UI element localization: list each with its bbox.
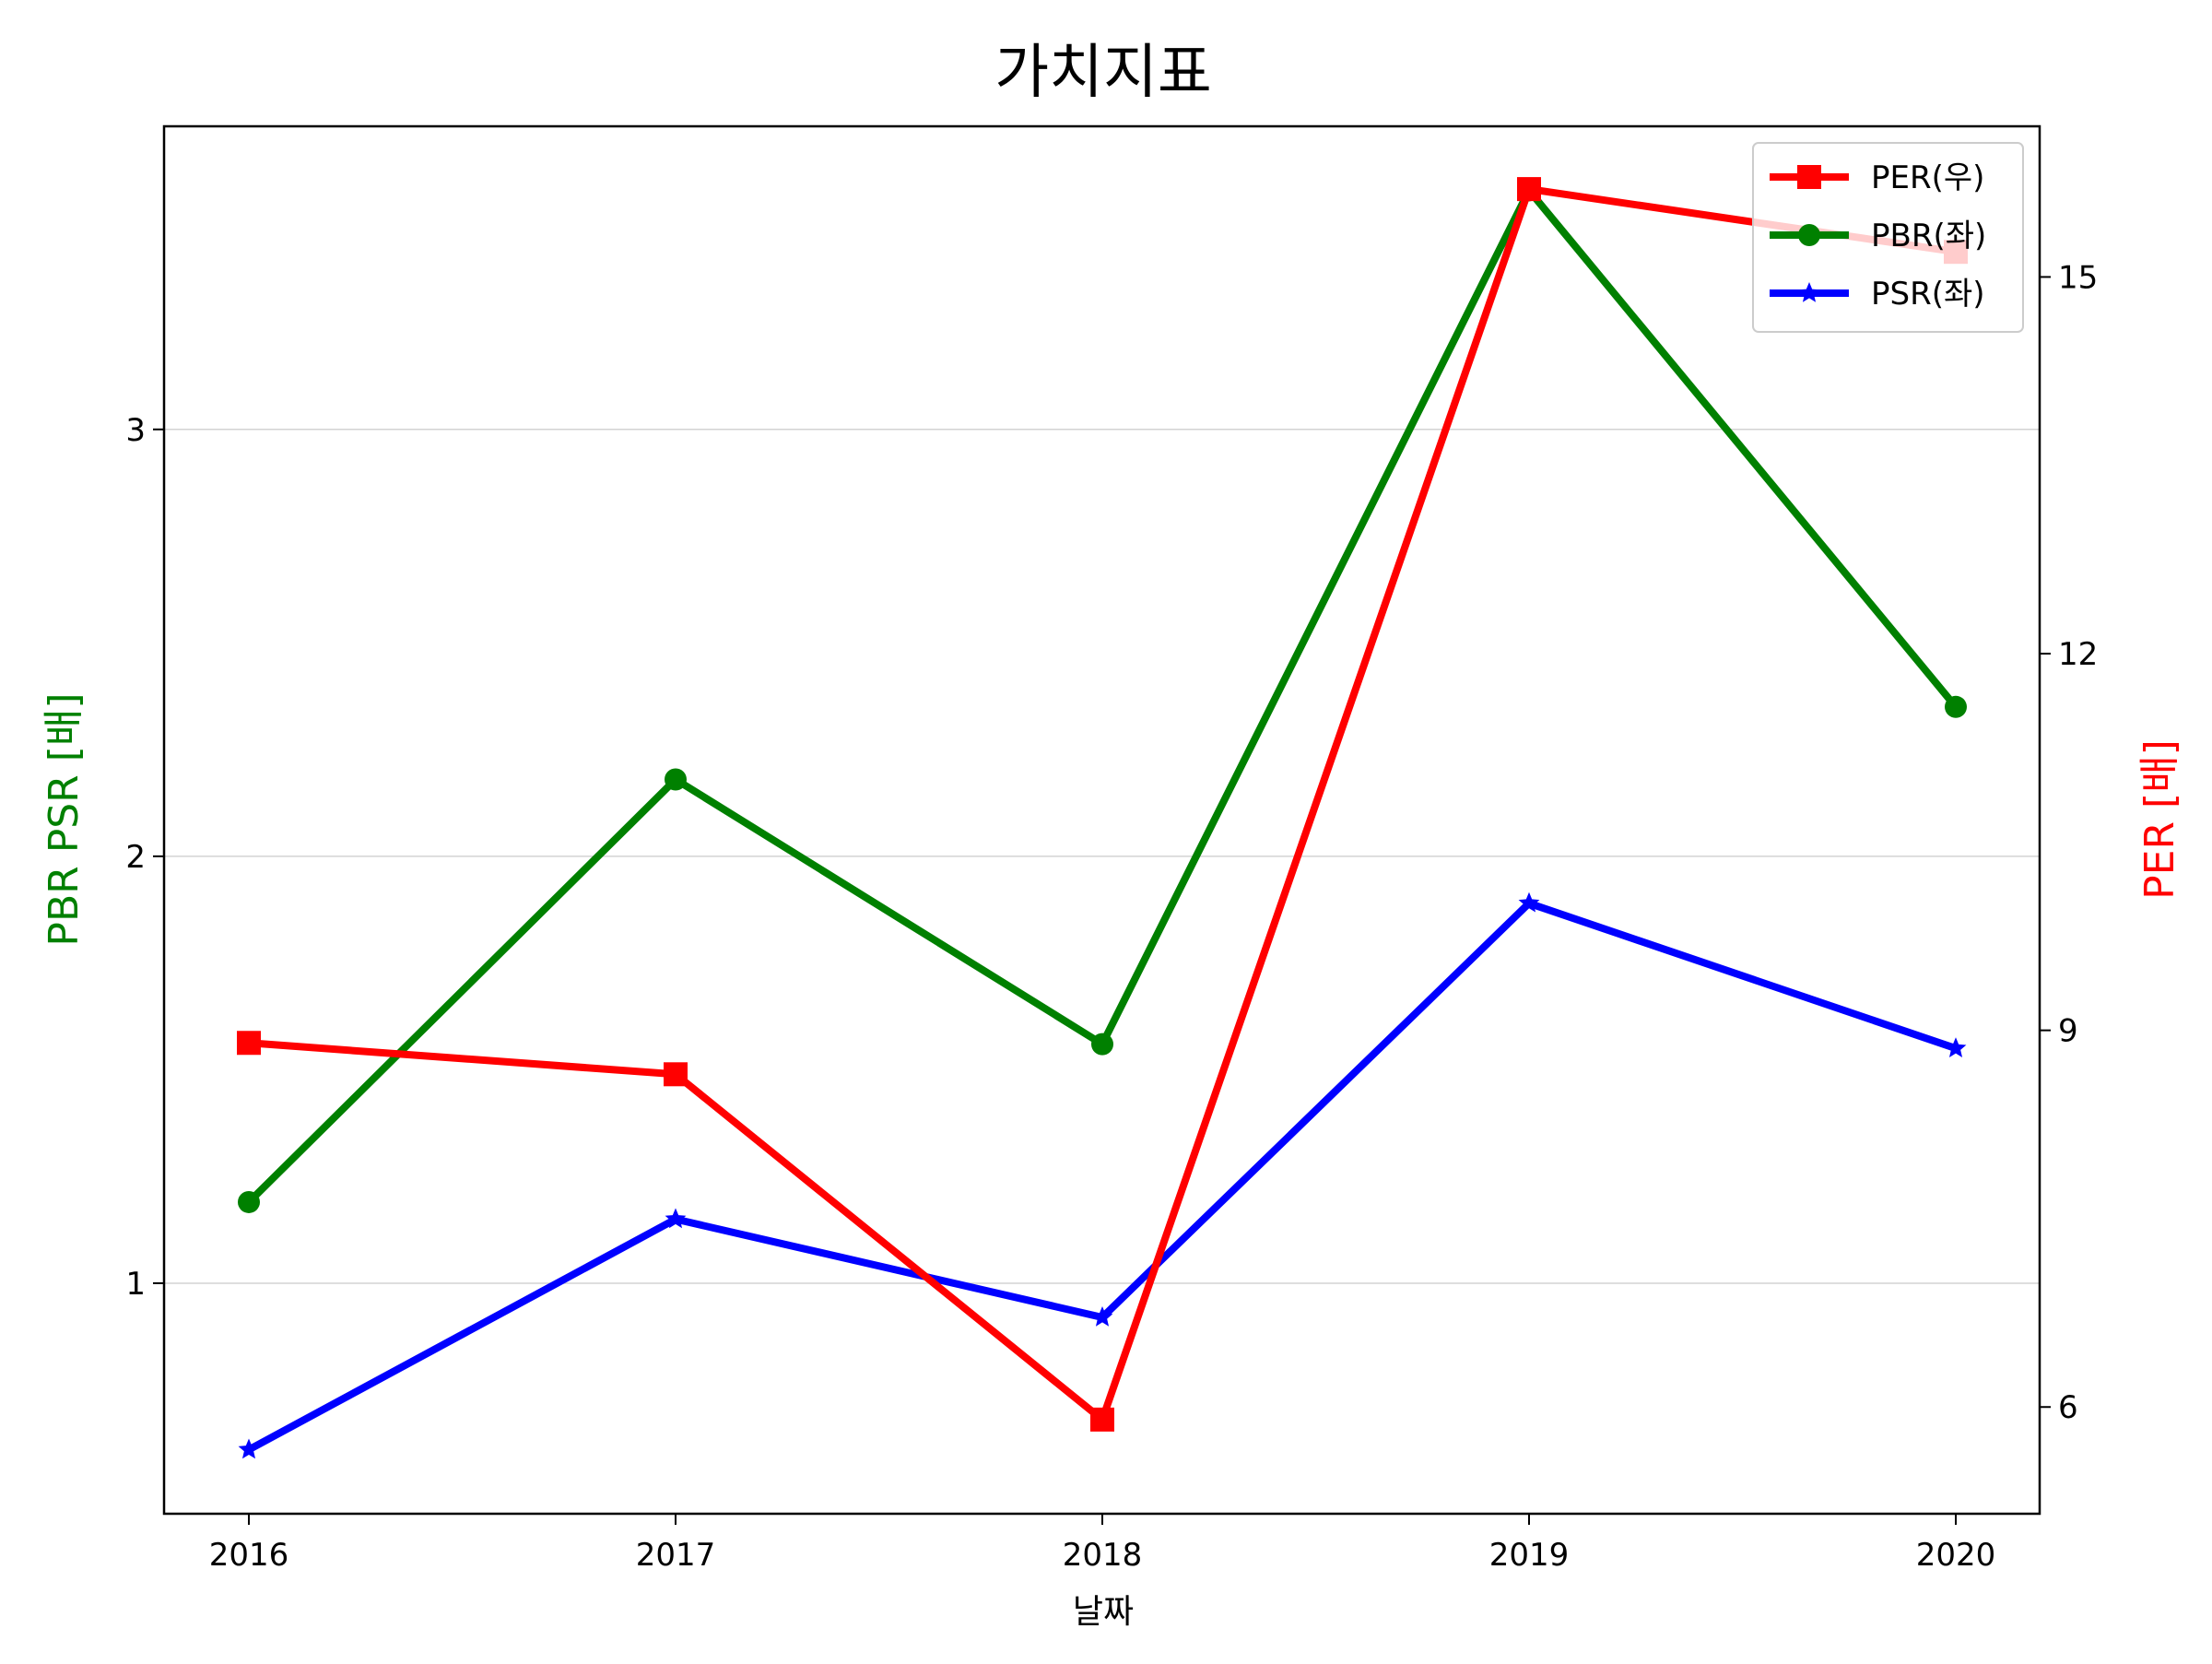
pbr-legend-label: PBR(좌) — [1871, 218, 1986, 254]
x-tick-label: 2018 — [1063, 1537, 1143, 1574]
pbr-marker — [665, 768, 687, 791]
x-tick-label: 2020 — [1916, 1537, 1996, 1574]
x-axis-title: 날짜 — [1073, 1593, 1134, 1631]
x-tick-label: 2017 — [636, 1537, 716, 1574]
psr-series — [238, 891, 1967, 1459]
left-y-axis-title: PBR PSR [배] — [41, 692, 88, 946]
legend: PER(우) PBR(좌) PSR(좌) — [1752, 142, 2024, 333]
psr-marker — [1518, 891, 1540, 913]
per-marker — [1090, 1407, 1114, 1432]
per-legend-marker — [1797, 165, 1821, 189]
psr-marker — [1091, 1305, 1113, 1327]
psr-marker — [238, 1438, 260, 1459]
x-tick-label: 2016 — [209, 1537, 289, 1574]
left-y-tick-label: 2 — [125, 839, 146, 876]
psr-marker — [1945, 1037, 1967, 1057]
per-line — [245, 185, 1959, 1423]
psr-legend-marker — [1798, 282, 1820, 302]
left-y-tick-label: 1 — [125, 1266, 146, 1303]
plot-frame — [162, 124, 2041, 1516]
pbr-legend-marker — [1798, 224, 1820, 246]
right-y-axis-title: PER [배] — [2136, 739, 2183, 900]
right-y-tick-label: 9 — [2058, 1013, 2078, 1050]
series-layer — [237, 177, 1968, 1459]
x-tick-label: 2019 — [1489, 1537, 1570, 1574]
chart-title: 가치지표 — [994, 39, 1212, 107]
per-marker — [664, 1062, 688, 1087]
right-y-tick-label: 15 — [2058, 259, 2098, 296]
psr-marker — [665, 1208, 687, 1229]
per-marker — [1517, 177, 1541, 202]
per-legend-label: PER(우) — [1871, 159, 1984, 196]
pbr-marker — [238, 1190, 260, 1213]
psr-line — [245, 899, 1959, 1454]
grid-layer — [164, 429, 2040, 1284]
right-y-tick-label: 6 — [2058, 1389, 2078, 1426]
per-marker — [237, 1031, 261, 1056]
pbr-marker — [1091, 1033, 1113, 1056]
right-y-tick-label: 12 — [2058, 636, 2098, 673]
pbr-marker — [1945, 695, 1967, 718]
psr-legend-label: PSR(좌) — [1871, 276, 1985, 313]
left-y-tick-label: 3 — [125, 412, 146, 449]
legend-box — [1752, 142, 2024, 333]
per-series — [237, 177, 1968, 1432]
